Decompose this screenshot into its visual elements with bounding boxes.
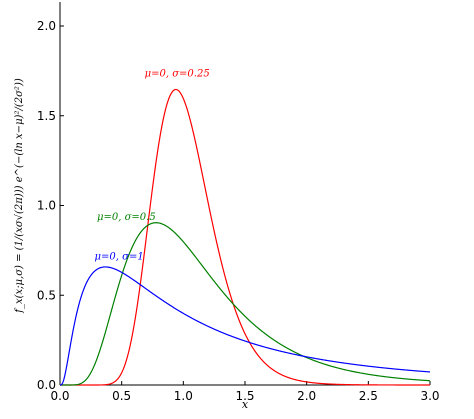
x-tick-label: 1.5 (235, 389, 254, 403)
y-tick-label: 1.5 (37, 109, 56, 123)
x-tick-label: 0.5 (112, 389, 131, 403)
series-line-3 (59, 266, 431, 386)
series-annotations: μ=0, σ=0.25 μ=0, σ=0.5 μ=0, σ=1 (95, 68, 210, 262)
ticks: 0.0 0.5 1.0 1.5 2.0 2.5 3.0 0.0 0.5 1.0 1.5 2.0 (37, 19, 440, 403)
y-tick-label: 0.5 (37, 288, 56, 302)
y-axis-label: f_x(x;μ,σ) = (1/(xσ√(2π))) e^(−(ln x−μ)²… (14, 78, 25, 314)
x-tick-label: 2.5 (359, 389, 378, 403)
x-tick-label: 3.0 (420, 389, 439, 403)
series-annotation-3: μ=0, σ=1 (95, 251, 144, 262)
axes (59, 2, 430, 386)
x-tick-label: 0.0 (50, 389, 69, 403)
y-tick-label: 2.0 (37, 19, 56, 33)
x-tick-label: 1.0 (174, 389, 193, 403)
series-annotation-1: μ=0, σ=0.25 (145, 68, 210, 79)
x-tick-label: 2.0 (297, 389, 316, 403)
x-axis-label: x (242, 398, 249, 411)
y-tick-label: 0.0 (37, 378, 56, 392)
series-lines (59, 88, 431, 386)
series-line-2 (60, 222, 431, 386)
axis-labels: x f_x(x;μ,σ) = (1/(xσ√(2π))) e^(−(ln x−μ… (14, 78, 249, 411)
series-line-1 (60, 88, 430, 386)
y-tick-label: 1.0 (37, 199, 56, 213)
series-annotation-2: μ=0, σ=0.5 (97, 212, 156, 223)
